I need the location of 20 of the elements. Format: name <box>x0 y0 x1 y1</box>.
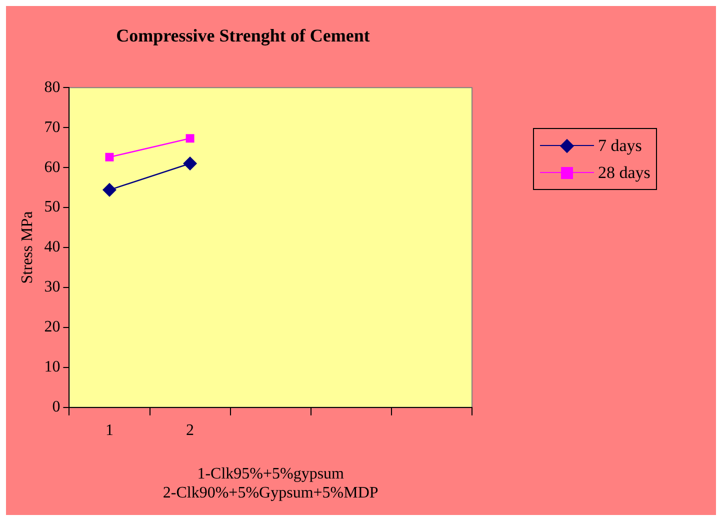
y-tick-label: 60 <box>44 158 60 176</box>
point <box>105 152 114 162</box>
legend-label: 7 days <box>598 136 642 156</box>
y-tick-label: 0 <box>52 398 60 416</box>
chart-title: Compressive Strenght of Cement <box>116 25 370 46</box>
legend-label: 28 days <box>598 162 650 182</box>
x-tick-label: 1 <box>105 422 114 440</box>
y-tick-label: 10 <box>44 358 60 376</box>
point <box>186 134 194 143</box>
y-tick-label: 30 <box>44 278 60 296</box>
y-tick-label: 20 <box>44 318 60 336</box>
y-tick-label: 50 <box>44 198 60 216</box>
y-tick-label: 80 <box>44 78 60 96</box>
y-tick-label: 70 <box>44 118 60 136</box>
y-axis-title: Stress MPa <box>18 211 36 284</box>
point <box>183 156 198 171</box>
x-axis-title: 1-Clk95%+5%gypsum 2-Clk90%+5%Gypsum+5%MDP <box>162 465 378 502</box>
y-tick-label: 40 <box>44 238 60 256</box>
x-tick-label: 2 <box>186 422 194 440</box>
point <box>102 182 116 197</box>
